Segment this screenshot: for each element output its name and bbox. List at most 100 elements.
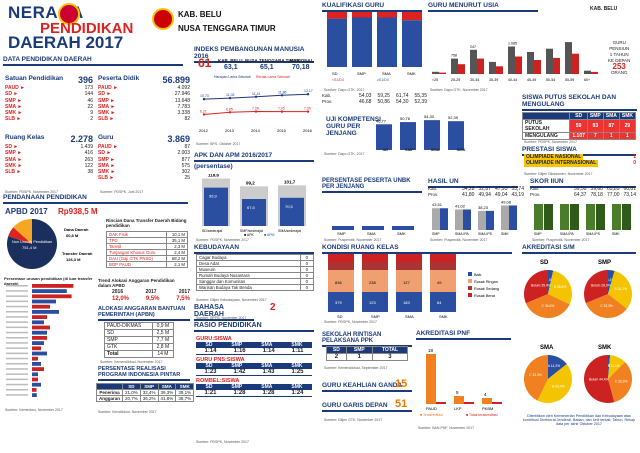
hun-bar-2016 <box>455 209 463 230</box>
kondisi-baik-label: 123 <box>369 300 376 305</box>
bar-bukan-pns <box>572 53 579 74</box>
rasio-label: ROMBEL:SISWA <box>196 378 240 384</box>
bar-pns <box>451 58 458 74</box>
table-row: Warisan Budaya Tak Benda 0 <box>196 284 315 291</box>
kondisi-rusak-sedang <box>328 262 354 270</box>
hun-bar-label: 41,02 <box>455 203 466 208</box>
ukg-bar <box>424 120 440 150</box>
cat-label: <25 <box>432 78 438 82</box>
pers-bar-label-line <box>6 285 28 287</box>
bar-bukan-pns <box>534 60 541 74</box>
cat-label: SMK <box>439 314 448 319</box>
akr-label: A 4,4% <box>604 278 615 282</box>
trend-year: 2016 <box>112 289 124 295</box>
harapan-point <box>202 97 206 101</box>
pers-bar <box>32 294 72 299</box>
list-item: SMP ► 416 <box>5 150 93 157</box>
hun-bar-2017 <box>486 210 494 230</box>
legend-swatch <box>468 286 472 290</box>
prestasi-source: Sumber: Ditjen Dikdasmen, November 2017 <box>524 172 593 176</box>
cat-label: 45-49 <box>527 78 536 82</box>
hun-bar-2016 <box>478 210 486 230</box>
cat-label: SMA IPA <box>455 232 469 236</box>
table-row: Anggaran 20,7% 36,2% 41,8% 38,7% <box>95 395 195 402</box>
bar-lt-s1 <box>352 12 372 18</box>
table-row: BOP PAUD 2,1 M <box>106 261 189 268</box>
apm-label: 70,5 <box>285 204 294 209</box>
akr-title: SMK <box>598 345 612 351</box>
kebudayaan-title: KEBUDAYAAN <box>194 244 314 254</box>
ukg-bar-label: 50,76 <box>400 116 411 121</box>
pers-bar <box>32 382 41 387</box>
bar-ge-s1 <box>402 20 422 67</box>
satuan-total: 396 <box>77 75 93 85</box>
cat-label: 55-59 <box>565 78 574 82</box>
ipm-line-chart: 10,73 11,02 11,41 11,86 12,17 6,21 6,85 7,08 7,0… <box>199 75 313 133</box>
legend-label: Rusak Sedang <box>474 287 499 291</box>
hun-bar-label: 38,23 <box>478 205 489 210</box>
rasio-header: SD SMP SMA SMK <box>196 363 312 369</box>
ipm-prov-label: NUSA TENGGARA TIMUR <box>245 58 300 63</box>
rincian-table: DAK Fisik 10,1 M TPG 35,1 M Tamsil 2,3 M Tunja… <box>106 231 189 268</box>
kondisi-rusak-ringan <box>362 270 388 292</box>
pers-bar-label-line <box>6 394 28 396</box>
cat-label: SMA/sederajat <box>278 229 301 233</box>
harapan-label: 10,73 <box>200 94 209 98</box>
list-item: SMP ► 13.648 <box>98 97 190 104</box>
kondisi-rusak-label: 836 <box>335 280 342 285</box>
kebudayaan-table: Cagar Budaya 0 Desa Adat 0 Museum 0 Rumah Buda… <box>196 254 315 291</box>
apm-bar <box>280 197 304 226</box>
putus-table: SD SMP SMA SMK PUTUS SEKOLAH 59 93 87 29 MENGULAN… <box>521 112 637 140</box>
list-item: PAUD ► 4.092 <box>98 85 190 91</box>
siun-numbers: Kab. 59,50 59,60 65,85 60,81 Prov. 64,37 78,18… <box>530 186 636 199</box>
unbk-bar <box>392 226 414 230</box>
pie-value-2: 60,8 M <box>66 233 79 238</box>
pers-bar-label-line <box>6 383 28 386</box>
harapan-label: 11,86 <box>278 90 287 94</box>
cat-label: SMA IPS <box>586 232 601 236</box>
rasio-source: Sumber: PDSPK, November 2017 <box>196 440 249 444</box>
bar-bukan-pns <box>458 64 465 74</box>
hun-bar-2017 <box>440 208 448 230</box>
akr-title: SD <box>540 260 549 266</box>
pnf-source: Sumber: BAN-PNF, November 2017 <box>418 426 475 430</box>
table-row: GTK 2,8 M <box>104 343 175 351</box>
akr-label: C 33,3% <box>600 304 613 308</box>
pers-bar <box>32 351 47 356</box>
bar-bukan-pns <box>439 72 446 74</box>
pers-bar <box>32 330 47 335</box>
value: 52,87 <box>478 186 491 192</box>
akr-label: A 3,5% <box>543 278 554 282</box>
list-item: SMP ► 46 <box>5 97 93 104</box>
value: 34,28 <box>461 186 475 192</box>
kondisi-chart: 836 379 SD 238 123 SMP 127 183 SMA 49 64 SMK Baik Rus… <box>328 254 499 319</box>
ipm-prov-val: 65,1 <box>260 64 274 71</box>
apk-label: 99,2 <box>246 180 255 185</box>
rata-label: 6,85 <box>226 107 233 111</box>
cat-label: SMA <box>382 71 391 76</box>
value: 46,68 <box>358 99 372 106</box>
title-line3: DAERAH 2017 <box>8 33 124 52</box>
table-row: SD 2,5 M <box>104 329 175 337</box>
ukg-source: Sumber: Dapo GTK, 2017 <box>324 152 365 156</box>
ruang-label: Ruang Kelas <box>5 134 45 141</box>
year-label: 2012 <box>199 128 209 133</box>
unbk-bar <box>332 226 354 230</box>
akr-label: A 14,3% <box>548 364 560 368</box>
value: 59,60 <box>590 186 603 192</box>
pensiun-note: GURU PENSIUN 1 TAHUN KE DEPAN 253 ORANG <box>608 40 630 76</box>
cat-label: 30-34 <box>470 78 479 82</box>
ukg-bar <box>400 122 416 150</box>
cat-label: SMK <box>612 232 620 236</box>
kondisi-rusak-label: 238 <box>369 280 376 285</box>
pers-bar-label-line <box>6 352 28 355</box>
cat-label: SD/sederajat <box>202 229 222 233</box>
ukg-bar-label: 52,39 <box>448 115 459 120</box>
table-row: SMP 7,7 M <box>104 336 175 344</box>
akr-label: C 33,3% <box>615 379 628 383</box>
list-item: SD ► 2.003 <box>98 150 190 157</box>
hun-bar-2016 <box>501 205 509 230</box>
pers-bar <box>32 284 74 288</box>
legend-1: ■ Terakreditasi <box>420 413 443 417</box>
ukg-prov: Prov. <box>322 99 333 105</box>
